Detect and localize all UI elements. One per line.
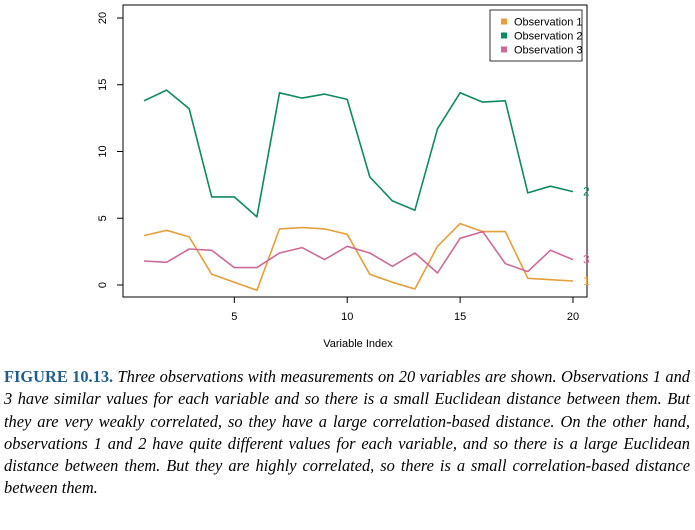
x-tick-label: 5 — [231, 311, 237, 323]
figure-label: FIGURE 10.13. — [4, 367, 114, 386]
legend-swatch-observation-1 — [501, 18, 507, 25]
figure-caption: FIGURE 10.13. Three observations with me… — [4, 366, 690, 500]
legend: Observation 1 Observation 2 Observation 3 — [489, 9, 582, 62]
legend-label-observation-3: Observation 3 — [514, 45, 582, 57]
x-tick-label: 20 — [567, 311, 579, 323]
series-line-observation-1 — [143, 222, 574, 292]
legend-swatch-observation-2 — [501, 32, 507, 39]
series-end-label-1: 1 — [583, 274, 590, 288]
y-axis: 0 5 10 15 20 — [97, 12, 123, 288]
legend-swatch-observation-3 — [501, 46, 507, 53]
legend-label-observation-2: Observation 2 — [514, 31, 582, 43]
line-chart: 5 10 15 20 0 5 10 15 20 1 2 3 Variable Index Obse… — [97, 4, 590, 350]
end-labels: 1 2 3 — [583, 185, 590, 288]
y-tick-label: 15 — [97, 79, 109, 91]
y-tick-label: 0 — [97, 282, 109, 288]
series-line-observation-3 — [143, 230, 574, 274]
x-tick-label: 10 — [341, 311, 353, 323]
y-tick-label: 10 — [97, 145, 109, 157]
x-tick-label: 15 — [454, 311, 466, 323]
series-end-label-2: 2 — [583, 185, 590, 199]
caption-text: Three observations with measurements on … — [4, 367, 690, 498]
x-axis: 5 10 15 20 — [231, 297, 579, 323]
series-end-label-3: 3 — [583, 253, 590, 267]
figure: 5 10 15 20 0 5 10 15 20 1 2 3 Variable Index Obse… — [97, 4, 590, 350]
series-line-observation-2 — [143, 89, 574, 218]
legend-label-observation-1: Observation 1 — [514, 17, 582, 29]
y-tick-label: 20 — [97, 12, 109, 24]
y-tick-label: 5 — [97, 215, 109, 221]
series-layer — [143, 89, 574, 292]
x-axis-title: Variable Index — [323, 338, 393, 350]
